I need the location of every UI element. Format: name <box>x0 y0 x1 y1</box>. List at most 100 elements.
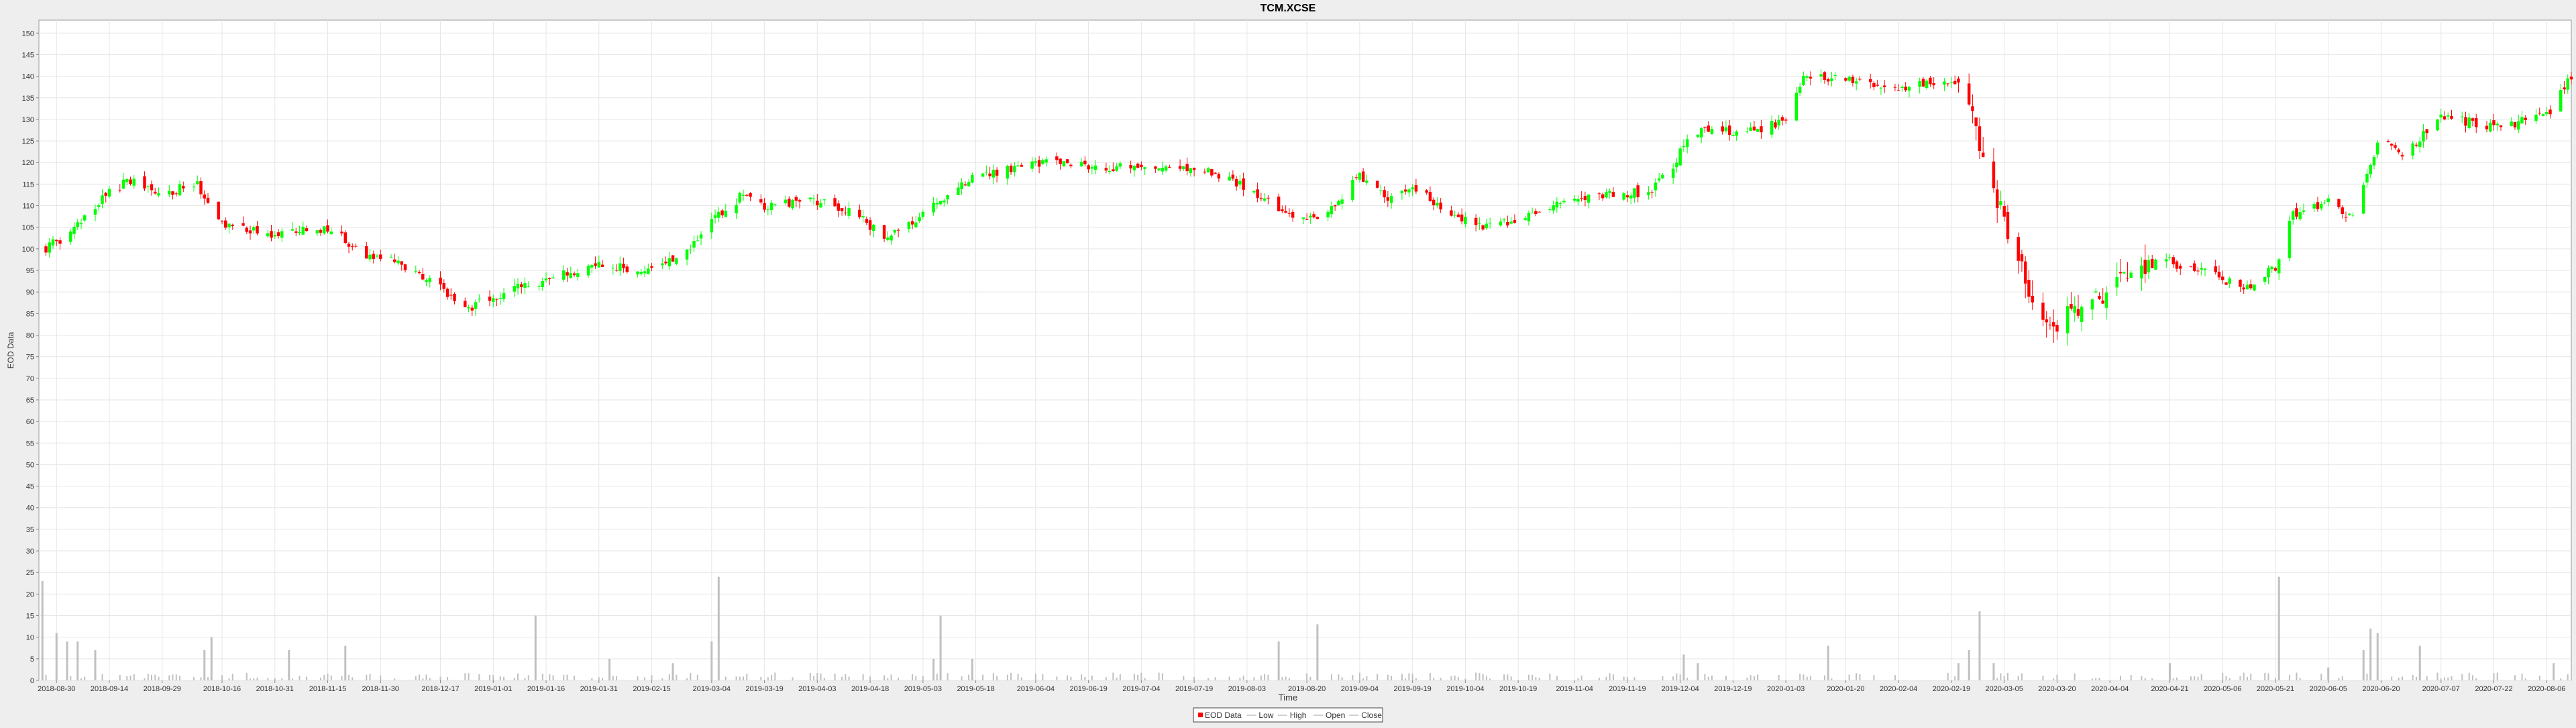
volume-bar <box>686 678 688 680</box>
candle-body <box>1083 160 1087 164</box>
volume-bar <box>2362 649 2365 680</box>
candle-body <box>735 205 738 213</box>
volume-bar <box>306 676 308 680</box>
volume-bar <box>70 676 72 680</box>
candle-body <box>83 215 87 221</box>
candle-body <box>1238 180 1242 185</box>
candle-body <box>1844 78 1847 81</box>
volume-bar <box>55 633 58 680</box>
y-tick-label: 105 <box>22 224 34 232</box>
candle-body <box>1777 119 1780 126</box>
candle-body <box>1802 76 1805 85</box>
candle-body <box>1485 223 1489 229</box>
x-tick-label: 2019-09-04 <box>1341 685 1379 693</box>
candle-body <box>840 208 844 211</box>
volume-bar <box>492 675 494 680</box>
volume-bar <box>66 641 68 680</box>
volume-bar <box>1144 678 1146 680</box>
candle-body <box>2394 145 2397 148</box>
y-tick-label: 140 <box>22 73 34 81</box>
candle-body <box>2566 78 2569 90</box>
y-tick-label: 130 <box>22 116 34 124</box>
candle-body <box>2298 211 2302 219</box>
candle-body <box>738 193 742 203</box>
volume-bar <box>330 675 332 680</box>
candle-body <box>1851 76 1855 83</box>
volume-bar <box>2200 674 2202 680</box>
volume-bar <box>2461 674 2463 680</box>
volume-bar <box>447 676 449 680</box>
candle-body <box>2513 121 2517 127</box>
candle-body <box>2372 156 2376 166</box>
y-tick-label: 110 <box>22 203 34 211</box>
volume-bar <box>1549 673 1551 680</box>
candle-body <box>943 200 946 203</box>
volume-bar <box>2391 676 2393 680</box>
volume-bar <box>1408 673 1410 680</box>
candle-body <box>520 284 523 287</box>
candle-body <box>58 240 62 244</box>
candle-body <box>1696 134 1700 137</box>
x-axis-label: Time <box>1279 692 1297 703</box>
volume-bar <box>774 672 776 680</box>
candle-body <box>1823 72 1827 81</box>
volume-bar <box>1183 676 1185 680</box>
volume-bar <box>2496 672 2498 680</box>
candle-body <box>713 215 717 219</box>
candle-body <box>2489 122 2492 132</box>
volume-bar <box>668 674 670 680</box>
candle-body <box>1760 126 1763 133</box>
candle-body <box>1464 216 1467 224</box>
volume-bar <box>608 658 611 680</box>
candle-body <box>2365 173 2369 183</box>
candle-body <box>125 178 129 183</box>
volume-bar <box>1091 675 1093 680</box>
candle-body <box>2319 204 2323 209</box>
volume-bar <box>45 674 47 680</box>
candle-body <box>266 233 270 237</box>
candle-body <box>1460 214 1464 222</box>
candle-body <box>256 225 259 233</box>
candle-body <box>178 184 182 196</box>
candle-body <box>97 205 101 207</box>
y-tick-label: 115 <box>22 180 34 189</box>
candle-body <box>2467 117 2471 128</box>
candle-body <box>2147 260 2151 272</box>
volume-bar <box>2056 674 2058 680</box>
volume-bar <box>651 675 653 680</box>
x-tick-label: 2018-09-29 <box>144 685 181 693</box>
volume-bar <box>1992 663 1995 680</box>
volume-bar <box>760 676 762 680</box>
candle-body <box>572 273 576 276</box>
volume-bar <box>1489 678 1491 680</box>
x-tick-label: 2019-07-19 <box>1175 685 1213 693</box>
volume-bar <box>1440 678 1442 680</box>
y-tick-label: 55 <box>26 439 34 448</box>
x-tick-label: 2019-11-19 <box>1609 685 1646 693</box>
candle-body <box>1671 168 1675 178</box>
candle-body <box>886 238 890 240</box>
candle-body <box>1006 166 1010 179</box>
candle-body <box>2122 272 2126 274</box>
volume-bar <box>672 663 674 680</box>
candle-body <box>1037 160 1041 167</box>
candle-body <box>661 263 664 266</box>
volume-bar <box>1309 676 1311 680</box>
candle-body <box>474 302 478 309</box>
volume-bar <box>2475 678 2477 680</box>
y-tick-label: 145 <box>22 51 34 59</box>
volume-bar <box>1532 674 1534 680</box>
y-tick-label: 50 <box>26 461 34 469</box>
x-tick-label: 2019-12-04 <box>1662 685 1699 693</box>
candle-body <box>710 219 714 233</box>
y-tick-label: 70 <box>26 375 34 383</box>
candle-body <box>1872 83 1876 88</box>
volume-bar <box>1112 672 1114 680</box>
volume-bar <box>690 673 692 680</box>
x-tick-label: 2019-11-04 <box>1556 685 1593 693</box>
candle-body <box>921 211 925 217</box>
volume-bar <box>809 673 811 680</box>
volume-bar <box>344 645 347 680</box>
candle-body <box>343 232 347 244</box>
candle-body <box>1868 79 1872 83</box>
